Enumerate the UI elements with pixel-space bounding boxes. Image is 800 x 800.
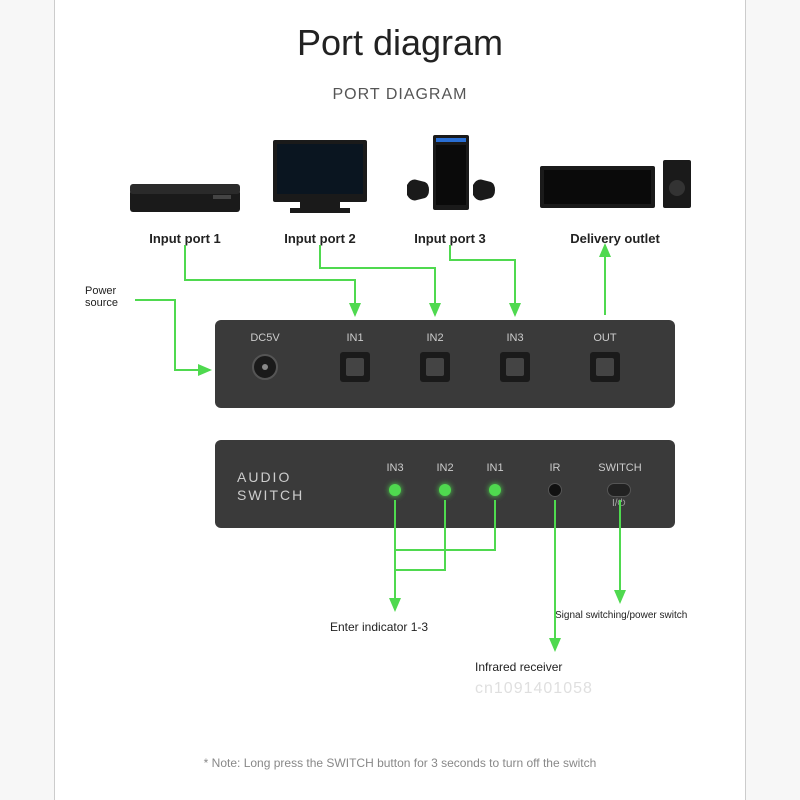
rear-label-in2: IN2 xyxy=(415,332,455,344)
callout-enter: Enter indicator 1-3 xyxy=(330,620,428,634)
front-panel: AUDIO SWITCH IN3 IN2 IN1 IR SWITCH I/⏻ xyxy=(215,440,675,528)
rear-label-out: OUT xyxy=(585,332,625,344)
watermark: cn1091401058 xyxy=(475,680,593,698)
device-input-2: Input port 2 xyxy=(265,135,375,246)
device-output: Delivery outlet xyxy=(535,158,695,246)
rear-label-in3: IN3 xyxy=(495,332,535,344)
switch-button[interactable] xyxy=(607,483,631,497)
power-icon: I/⏻ xyxy=(612,498,625,509)
rear-panel: DC5V IN1 IN2 IN3 OUT xyxy=(215,320,675,408)
front-label-switch: SWITCH xyxy=(595,462,645,474)
rear-label-dc: DC5V xyxy=(245,332,285,344)
device-label-out: Delivery outlet xyxy=(535,231,695,246)
callout-switch: Signal switching/power switch xyxy=(555,610,687,621)
rear-label-in1: IN1 xyxy=(335,332,375,344)
led-in3 xyxy=(389,484,401,496)
toslink-in3 xyxy=(500,352,530,382)
callout-power: Power source xyxy=(85,285,118,309)
callout-ir: Infrared receiver xyxy=(475,660,562,674)
footer-note: * Note: Long press the SWITCH button for… xyxy=(55,756,745,770)
device-label-1: Input port 1 xyxy=(125,231,245,246)
device-input-1: Input port 1 xyxy=(125,170,245,246)
front-label-in2: IN2 xyxy=(430,462,460,474)
front-label-in3: IN3 xyxy=(380,462,410,474)
toslink-in2 xyxy=(420,352,450,382)
front-label-ir: IR xyxy=(540,462,570,474)
dc-jack xyxy=(252,354,278,380)
led-in2 xyxy=(439,484,451,496)
audio-switch-label: AUDIO SWITCH xyxy=(237,468,304,504)
device-input-3: Input port 3 xyxy=(395,130,505,246)
toslink-in1 xyxy=(340,352,370,382)
front-label-in1: IN1 xyxy=(480,462,510,474)
page-title: Port diagram xyxy=(55,22,745,64)
toslink-out xyxy=(590,352,620,382)
device-label-2: Input port 2 xyxy=(265,231,375,246)
page-subtitle: PORT DIAGRAM xyxy=(55,86,745,104)
ir-sensor xyxy=(548,483,562,497)
device-label-3: Input port 3 xyxy=(395,231,505,246)
led-in1 xyxy=(489,484,501,496)
